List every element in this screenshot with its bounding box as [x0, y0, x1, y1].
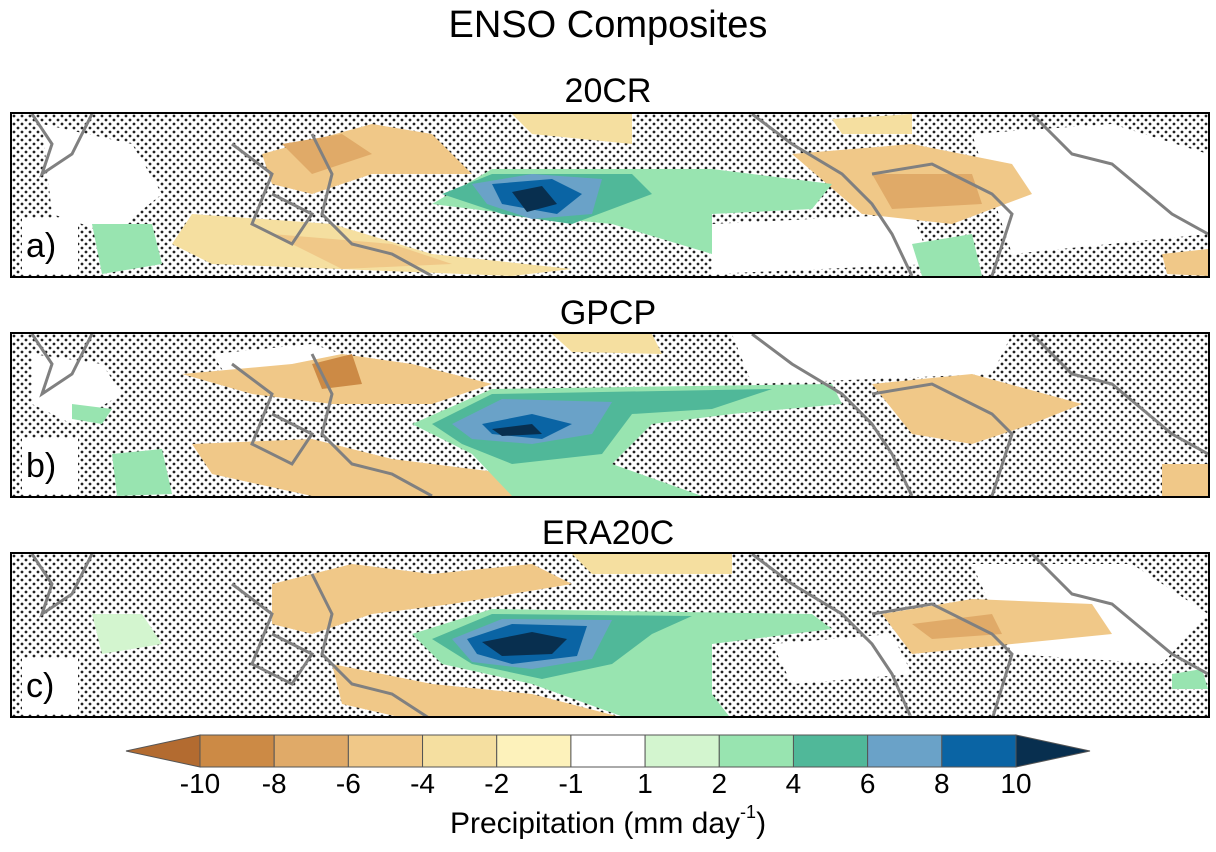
colorbar-label-main: Precipitation (mm day [449, 807, 741, 840]
colorbar-segment [347, 734, 424, 768]
colorbar-tick-label: 8 [934, 768, 950, 799]
panel-b-title: GPCP [559, 294, 657, 332]
map-panel-a: a) [10, 112, 1210, 278]
map-b-canvas [12, 334, 1208, 496]
colorbar-segment [496, 734, 572, 768]
colorbar-tick-label: -2 [484, 768, 510, 799]
panel-c-title: ERA20C [541, 514, 675, 552]
colorbar-tick-label: -4 [410, 768, 435, 799]
colorbar-segment [199, 734, 275, 768]
map-panel-c: c) [10, 552, 1210, 718]
colorbar-tick-label: 1 [637, 768, 653, 799]
colorbar-tick-label: -1 [558, 768, 584, 799]
map-c-canvas [12, 554, 1208, 716]
colorbar-segment [792, 734, 869, 768]
panel-b-label: b) [22, 438, 78, 494]
colorbar-segment [125, 734, 201, 768]
colorbar-tick-label: 2 [711, 768, 728, 799]
colorbar-segment [941, 734, 1017, 768]
figure-title: ENSO Composites [448, 4, 768, 46]
colorbar-tick-label: 6 [859, 768, 876, 799]
panel-a-label: a) [22, 218, 78, 274]
colorbar-label-exponent: -1 [740, 802, 757, 822]
colorbar-tick-label: -6 [335, 768, 361, 799]
colorbar-segment [644, 734, 720, 768]
panel-c-label: c) [22, 658, 78, 714]
colorbar-tick-label: 4 [785, 768, 802, 799]
colorbar-label-end: ) [756, 807, 767, 840]
colorbar-segment [570, 734, 646, 768]
colorbar-segment [422, 734, 498, 768]
colorbar-tick-label: 10 [1000, 768, 1032, 799]
colorbar-segment [867, 734, 943, 768]
colorbar-label: Precipitation (mm day-1) [0, 802, 1216, 841]
colorbar-segment [1015, 734, 1091, 768]
map-panel-b: b) [10, 332, 1210, 498]
colorbar-tick-label: -8 [261, 768, 287, 799]
panel-a-title: 20CR [564, 72, 652, 110]
colorbar-tick-label: -10 [179, 768, 221, 799]
colorbar-segment [718, 734, 794, 768]
map-a-canvas [12, 114, 1208, 276]
colorbar-segment [273, 734, 349, 768]
